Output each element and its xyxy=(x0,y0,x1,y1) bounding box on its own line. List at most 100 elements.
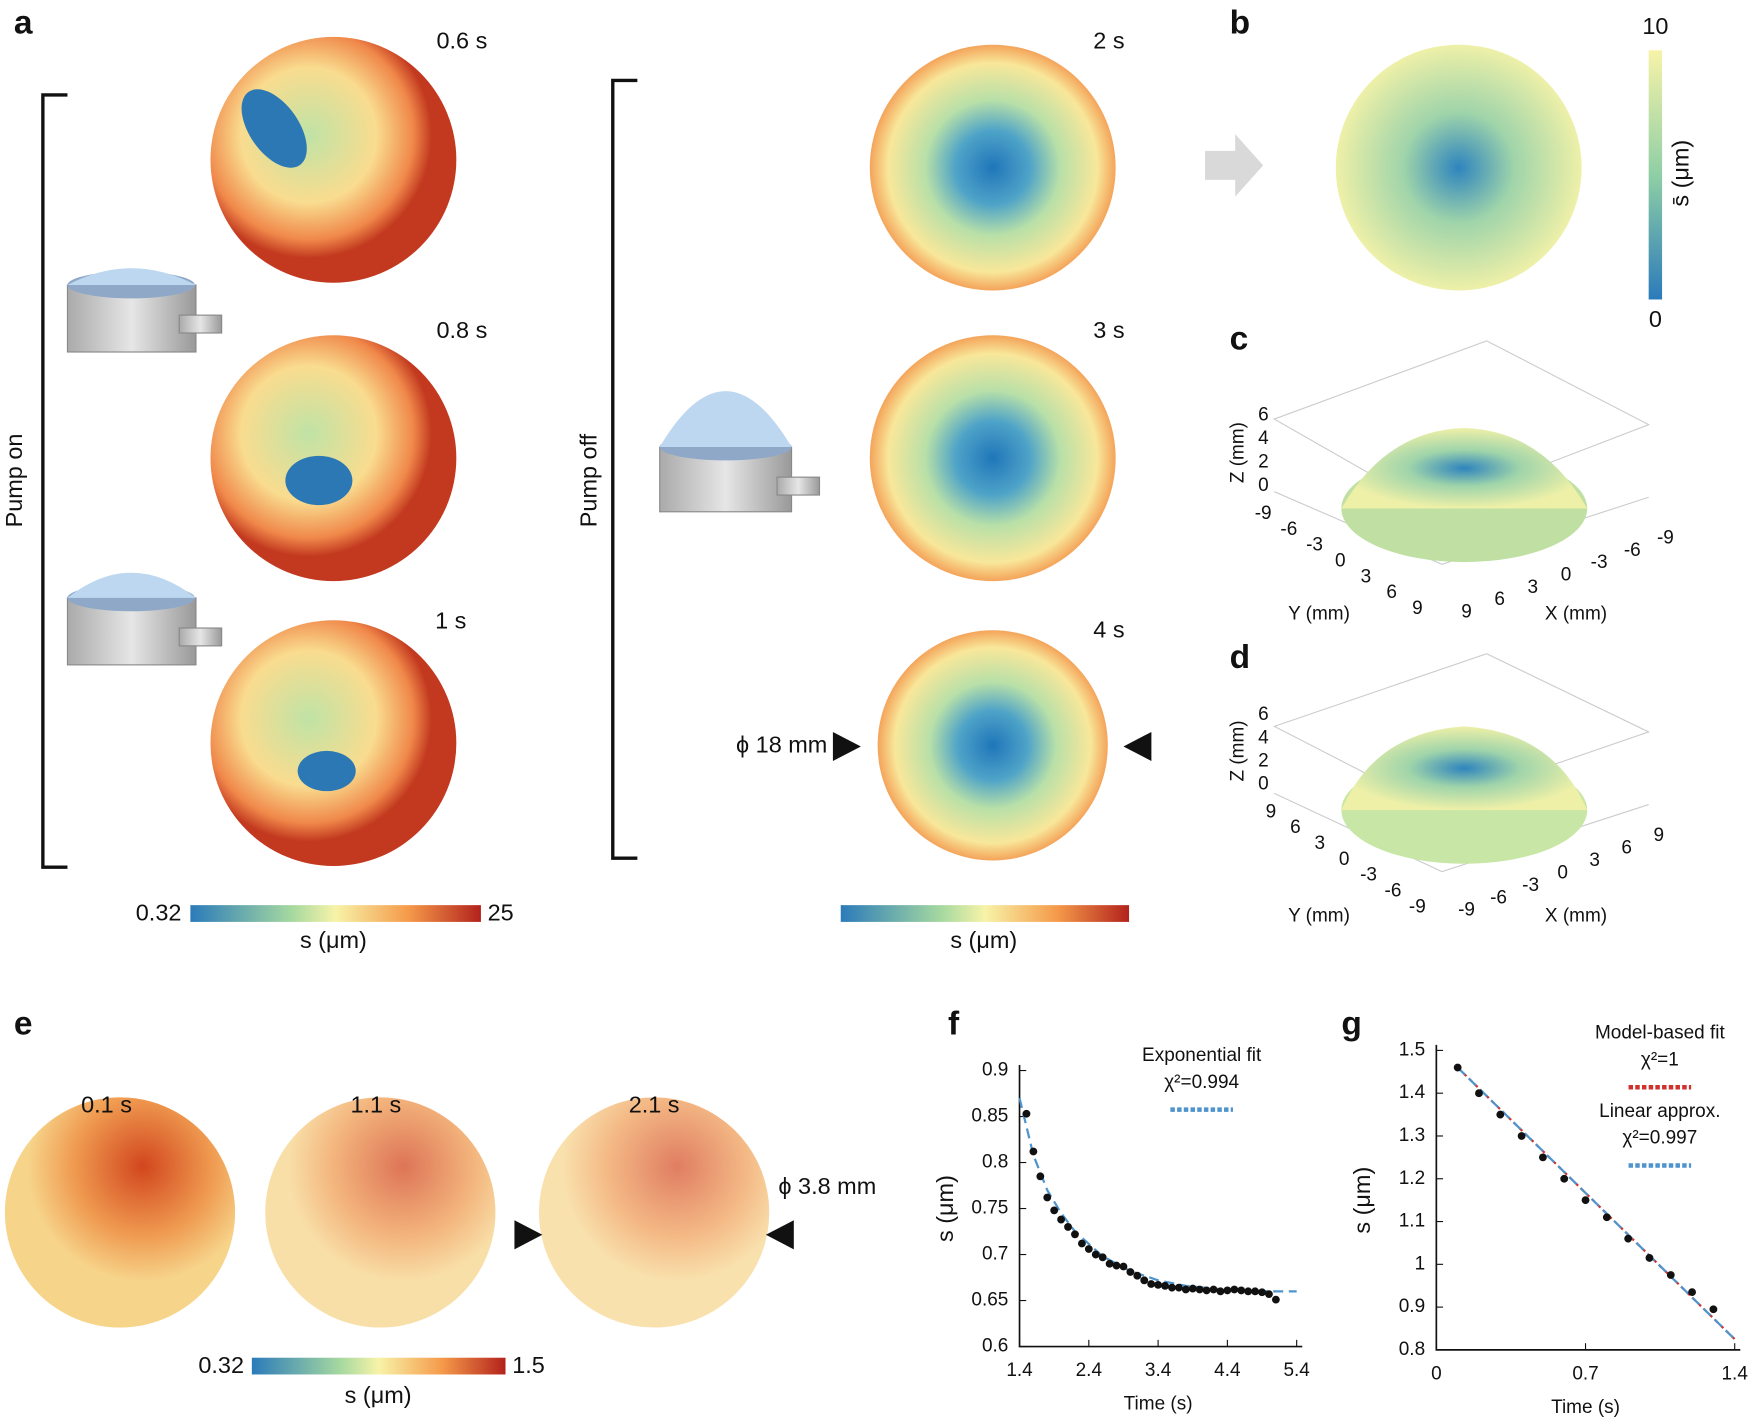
y-tick-label: 1.1 xyxy=(1399,1211,1425,1232)
label: Pump off xyxy=(576,433,602,527)
label: 0 xyxy=(1258,475,1269,496)
point xyxy=(1230,1285,1239,1294)
label: g xyxy=(1341,1006,1361,1043)
point xyxy=(1223,1286,1232,1295)
point xyxy=(1244,1287,1253,1296)
label: s (μm) xyxy=(950,927,1017,953)
point xyxy=(1057,1215,1066,1224)
point xyxy=(1091,1250,1100,1259)
label: 1.1 s xyxy=(350,1091,401,1117)
point xyxy=(1709,1305,1718,1314)
x-tick-label: 5.4 xyxy=(1283,1360,1309,1381)
fit-line xyxy=(1456,1066,1736,1340)
label: 6 xyxy=(1494,589,1505,610)
label: 3 s xyxy=(1093,317,1124,343)
y-tick-label: 1.2 xyxy=(1399,1168,1425,1189)
y-tick-label: 1 xyxy=(1415,1253,1426,1274)
label: 1.5 xyxy=(512,1352,545,1378)
label: a xyxy=(14,4,33,41)
label: ϕ 3.8 mm xyxy=(778,1173,876,1199)
label: Z (mm) xyxy=(1228,422,1249,483)
label: e xyxy=(14,1006,33,1043)
x-axis-label: Time (s) xyxy=(1124,1394,1193,1415)
point xyxy=(1251,1287,1260,1296)
label: -3 xyxy=(1591,552,1608,573)
legend-annotation: χ²=0.997 xyxy=(1622,1128,1697,1149)
label: -3 xyxy=(1522,875,1539,896)
y-tick-label: 0.65 xyxy=(971,1290,1008,1311)
label: 6 xyxy=(1386,582,1397,603)
point xyxy=(1050,1206,1059,1215)
label: 6 xyxy=(1258,704,1269,725)
point xyxy=(1064,1223,1072,1231)
label: 0 xyxy=(1561,565,1572,586)
label: 0.32 xyxy=(198,1352,244,1378)
point xyxy=(1237,1286,1246,1295)
label: 2 xyxy=(1258,750,1269,771)
x-tick-label: 3.4 xyxy=(1145,1360,1171,1381)
point xyxy=(1188,1284,1197,1293)
y-tick-label: 0.8 xyxy=(1399,1339,1425,1360)
point xyxy=(1147,1280,1156,1288)
point xyxy=(1140,1276,1149,1285)
legend-annotation: χ²=0.994 xyxy=(1164,1072,1239,1093)
legend-annotation: χ²=1 xyxy=(1641,1049,1679,1070)
label: 9 xyxy=(1461,601,1472,622)
y-axis-label: s (μm) xyxy=(932,1175,958,1242)
x-tick-label: 1.4 xyxy=(1722,1363,1748,1384)
y-tick-label: 0.9 xyxy=(1399,1296,1425,1317)
point xyxy=(1666,1271,1675,1279)
label: 0.1 s xyxy=(81,1091,132,1117)
label: X (mm) xyxy=(1545,905,1607,926)
point xyxy=(1602,1213,1611,1222)
point xyxy=(1071,1230,1079,1239)
y-tick-label: 0.75 xyxy=(971,1198,1008,1219)
label: Y (mm) xyxy=(1288,905,1350,926)
point xyxy=(1126,1268,1135,1276)
point xyxy=(1119,1262,1128,1271)
label: 4 xyxy=(1258,727,1269,748)
x-tick-label: 4.4 xyxy=(1214,1360,1240,1381)
y-axis-label: s (μm) xyxy=(1349,1167,1375,1234)
label: 6 xyxy=(1621,837,1632,858)
charts: 1.4 2.4 3.4 4.4 5.4 0.6 0.65 0.7 0.75 0.8 0.85 0.9 T… xyxy=(932,1023,1748,1418)
point xyxy=(1043,1193,1052,1202)
label: 0.8 s xyxy=(436,317,487,343)
point xyxy=(1112,1261,1121,1270)
label: X (mm) xyxy=(1545,604,1607,625)
label: 3 xyxy=(1589,850,1600,871)
point xyxy=(1538,1153,1547,1162)
point xyxy=(1098,1253,1107,1262)
label: -9 xyxy=(1458,900,1475,921)
point xyxy=(1029,1147,1038,1156)
point xyxy=(1077,1239,1086,1248)
label: 3 xyxy=(1314,833,1325,854)
label: 9 xyxy=(1266,801,1277,822)
label: 0 xyxy=(1258,773,1269,794)
label: c xyxy=(1230,321,1249,358)
point xyxy=(1216,1287,1225,1296)
label: 3 xyxy=(1361,566,1372,587)
x-tick-label: 0 xyxy=(1431,1363,1442,1384)
y-tick-label: 1.5 xyxy=(1399,1039,1425,1060)
label: Pump on xyxy=(1,434,27,528)
legend-label: Exponential fit xyxy=(1142,1045,1262,1066)
label: -6 xyxy=(1385,881,1402,902)
label: 0 xyxy=(1335,551,1346,572)
point xyxy=(1645,1254,1654,1262)
label: ϕ 18 mm xyxy=(736,732,827,758)
label: 9 xyxy=(1412,598,1423,619)
label: 6 xyxy=(1290,817,1301,838)
label: 2.1 s xyxy=(629,1091,680,1117)
label: 4 s xyxy=(1093,617,1124,643)
y-tick-label: 1.3 xyxy=(1399,1125,1425,1146)
point xyxy=(1036,1172,1045,1181)
point xyxy=(1168,1283,1176,1292)
point xyxy=(1154,1280,1163,1289)
label: 0 xyxy=(1557,862,1568,883)
point xyxy=(1453,1063,1462,1072)
label: Y (mm) xyxy=(1288,604,1350,625)
label: -9 xyxy=(1409,896,1426,917)
label: -9 xyxy=(1657,528,1674,549)
